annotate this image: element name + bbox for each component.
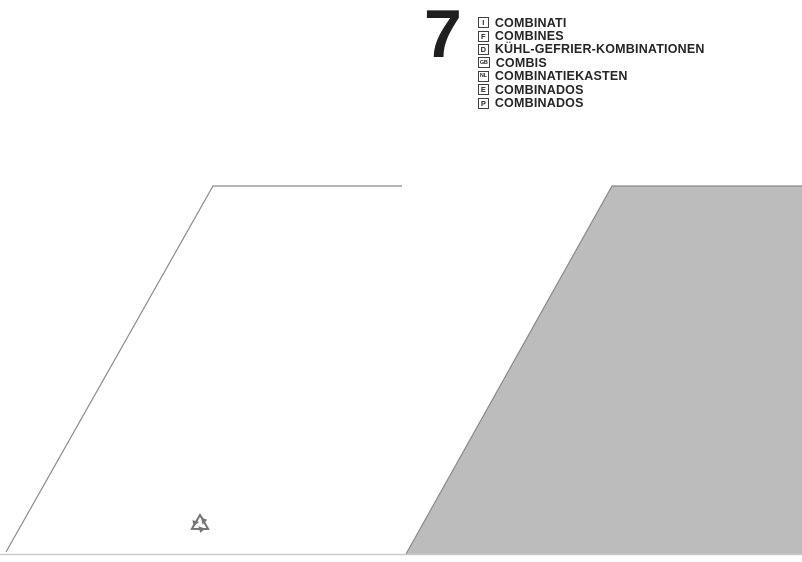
- list-item: GB COMBIS: [477, 55, 705, 70]
- list-item: I COMBINATI: [477, 15, 705, 30]
- language-code-badge: E: [477, 84, 489, 96]
- language-code-badge: NL: [477, 70, 489, 82]
- language-title: COMBINATI: [494, 15, 567, 30]
- language-code-badge: P: [477, 97, 489, 109]
- list-item: F COMBINES: [477, 29, 705, 44]
- list-item: NL COMBINATIEKASTEN: [477, 69, 705, 84]
- chapter-header: 7 I COMBINATI F COMBINES D KÜHL-GEFRIER-…: [424, 0, 705, 111]
- chapter-number: 7: [424, 0, 462, 72]
- gray-parallelogram-edge: [405, 185, 802, 555]
- language-code-badge: GB: [477, 57, 490, 69]
- language-code-badge: D: [477, 43, 489, 55]
- language-title: COMBIS: [495, 55, 547, 70]
- language-code-badge: F: [477, 30, 489, 42]
- list-item: P COMBINADOS: [477, 96, 705, 111]
- language-title: COMBINATIEKASTEN: [494, 69, 628, 84]
- outline-parallelogram-edge: [5, 185, 402, 553]
- language-title-list: I COMBINATI F COMBINES D KÜHL-GEFRIER-KO…: [477, 15, 705, 111]
- language-title: COMBINADOS: [494, 96, 584, 111]
- language-code-badge: I: [477, 17, 489, 29]
- gray-parallelogram-panel: [406, 186, 802, 554]
- language-title: KÜHL-GEFRIER-KOMBINATIONEN: [494, 42, 705, 57]
- list-item: E COMBINADOS: [477, 82, 705, 97]
- language-title: COMBINES: [494, 29, 564, 44]
- list-item: D KÜHL-GEFRIER-KOMBINATIONEN: [477, 42, 705, 57]
- language-title: COMBINADOS: [494, 82, 584, 97]
- recycling-icon: [190, 513, 210, 533]
